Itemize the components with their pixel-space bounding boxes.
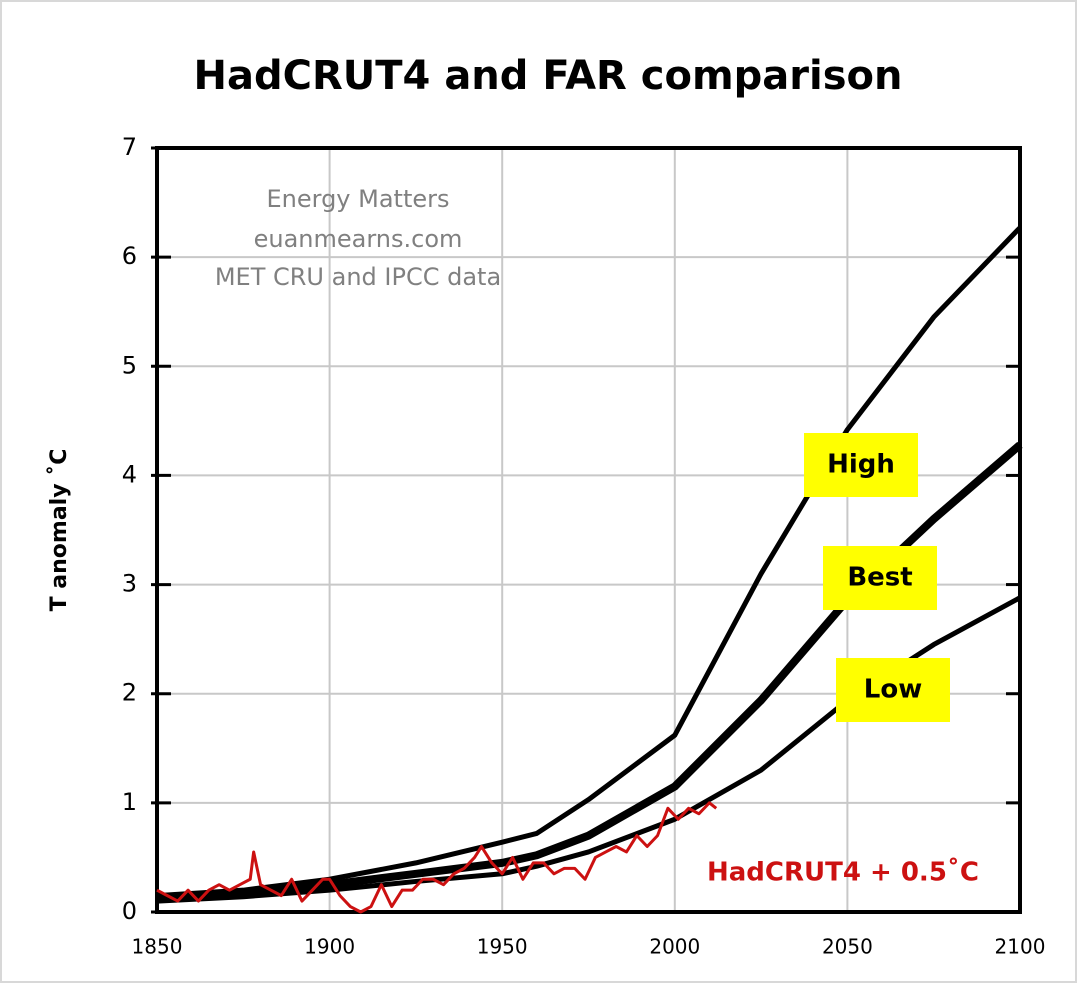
series-line: [156, 801, 718, 914]
y-tick-label: 6: [122, 242, 137, 270]
series-label-box: [823, 546, 937, 610]
y-tick-label: 5: [122, 351, 137, 379]
x-tick-label: 2000: [649, 935, 700, 959]
watermark: Energy Matters: [266, 185, 449, 213]
watermark: euanmearns.com: [254, 225, 463, 253]
y-tick-label: 4: [122, 460, 137, 488]
series-label: Low: [864, 675, 922, 705]
y-tick-label: 3: [122, 570, 137, 598]
series-label-box: [804, 433, 918, 497]
y-tick-label: 2: [122, 679, 137, 707]
series-label: Best: [847, 563, 912, 593]
watermark: MET CRU and IPCC data: [215, 263, 501, 291]
y-tick-label: 0: [122, 897, 137, 925]
x-tick-label: 2100: [995, 935, 1046, 959]
series-label: HadCRUT4 + 0.5˚C: [707, 857, 979, 888]
plot-frame: [155, 146, 1022, 914]
x-tick-label: 1850: [132, 935, 183, 959]
y-tick-label: 7: [122, 133, 137, 161]
y-axis-label: T anomaly ˚C: [47, 449, 72, 612]
chart-title: HadCRUT4 and FAR comparison: [194, 53, 903, 99]
series-label-box: [836, 658, 950, 722]
x-tick-label: 1950: [477, 935, 528, 959]
x-tick-label: 2050: [822, 935, 873, 959]
x-tick-label: 1900: [304, 935, 355, 959]
series-label: High: [827, 450, 895, 480]
series-line: [156, 225, 1022, 899]
y-tick-label: 1: [122, 788, 137, 816]
